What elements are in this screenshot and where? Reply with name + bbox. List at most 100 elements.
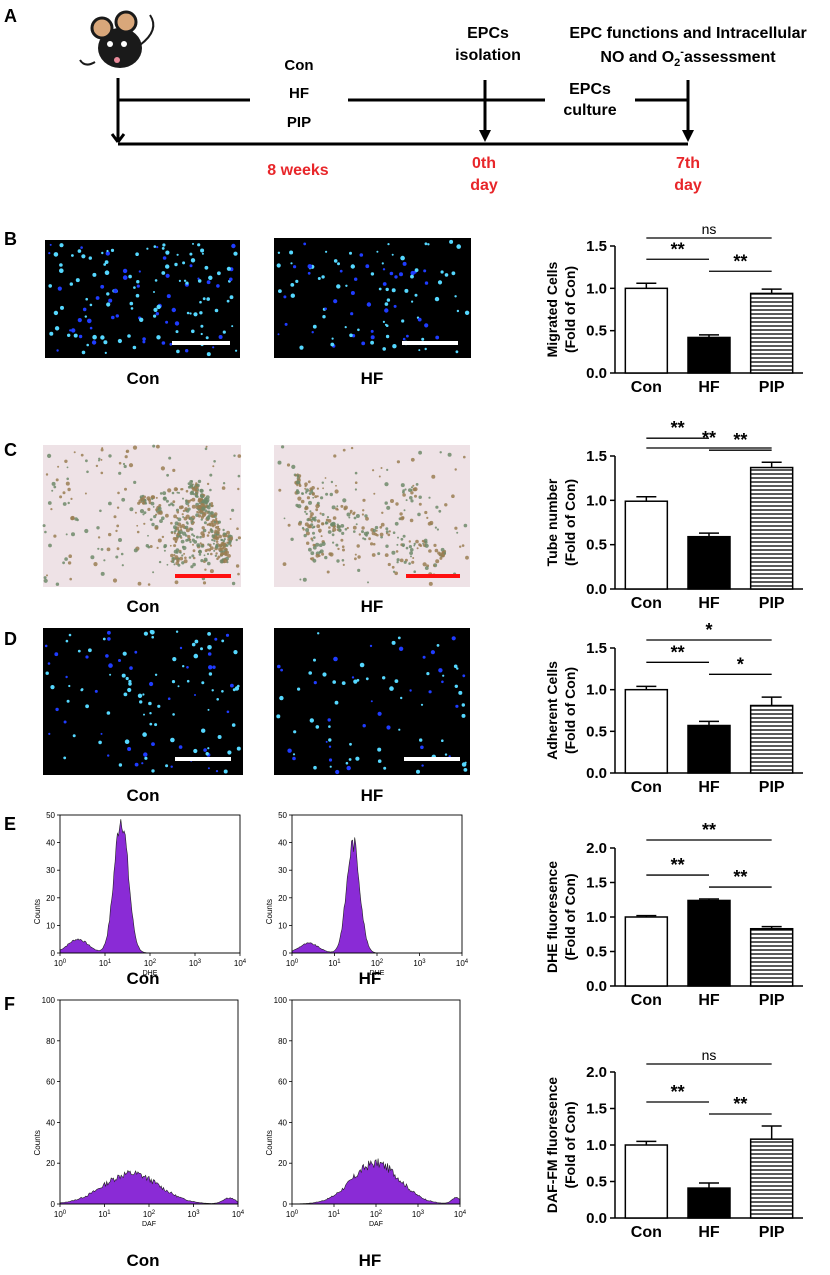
cell-dot [223, 769, 228, 774]
cell-dot [62, 502, 67, 506]
cell-dot [203, 554, 206, 557]
cell-dot [218, 547, 223, 552]
cell-dot [179, 551, 182, 554]
cell-dot [349, 333, 353, 338]
cell-dot [216, 533, 219, 536]
cell-dot [47, 662, 51, 665]
cell-dot [208, 504, 211, 506]
cell-dot [176, 491, 179, 494]
cell-dot [157, 704, 161, 708]
cell-dot [209, 512, 212, 515]
cell-dot [422, 562, 427, 567]
cell-dot [208, 665, 213, 670]
cell-dot [329, 765, 332, 768]
cell-dot [409, 551, 413, 555]
cell-dot [65, 639, 69, 643]
cell-dot [178, 535, 181, 538]
cell-dot [156, 546, 159, 550]
caption-f-con: Con [126, 1251, 159, 1270]
cell-dot [191, 487, 195, 490]
cell-dot [177, 517, 182, 522]
cell-dot [205, 752, 209, 756]
cell-dot [310, 551, 315, 556]
cell-dot [428, 581, 433, 586]
cell-dot [374, 525, 379, 530]
cell-dot [170, 560, 173, 563]
cell-dot [306, 541, 310, 545]
y-tick-label: 2.0 [586, 1064, 607, 1081]
cell-dot [121, 673, 126, 678]
cell-dot [189, 264, 193, 268]
cell-dot [122, 268, 128, 274]
cell-dot [108, 532, 112, 537]
cell-dot [365, 677, 369, 681]
cell-dot [309, 487, 313, 491]
tube-cells [277, 445, 469, 586]
cell-dot [192, 543, 194, 546]
cell-dot [211, 534, 215, 538]
cell-dot [370, 340, 374, 345]
cell-dot [127, 687, 132, 693]
cell-dot [277, 460, 282, 465]
cell-dot [191, 504, 196, 509]
cell-dot [325, 492, 329, 496]
cell-dot [413, 542, 416, 546]
cell-dot [200, 647, 203, 651]
y-tick-label: 1.0 [586, 909, 607, 926]
cell-dot [190, 527, 194, 531]
caption-d-con: Con [126, 786, 159, 805]
cell-dot [125, 676, 129, 681]
cell-dot [362, 724, 366, 728]
cell-dot [102, 637, 106, 641]
cell-dot [290, 293, 295, 298]
cell-dot [391, 565, 395, 569]
cell-dot [81, 350, 86, 355]
culture-line1: EPCs [569, 81, 611, 98]
cell-dot [307, 480, 311, 484]
cell-dot [192, 562, 196, 567]
cell-dot [149, 712, 152, 715]
cell-dot [185, 489, 189, 493]
cell-dot [418, 450, 422, 455]
cell-dot [386, 505, 391, 510]
cell-dot [395, 502, 399, 506]
cell-dot [115, 314, 120, 318]
cell-dot [98, 459, 100, 462]
cell-dot [431, 474, 436, 479]
cell-dot [199, 300, 202, 304]
cell-dot [215, 536, 220, 541]
cell-dot [123, 692, 128, 697]
cell-dot [172, 468, 176, 472]
cell-dot [414, 268, 419, 272]
cell-dot [157, 506, 162, 511]
cell-dot [162, 491, 167, 496]
cell-dot [213, 549, 216, 552]
cell-dot [80, 453, 84, 457]
cell-dot [67, 501, 70, 505]
cell-dot [175, 551, 179, 554]
cell-dot [152, 444, 156, 448]
cell-dot [412, 557, 415, 559]
cell-dot [177, 685, 180, 688]
y-tick-label: 20 [278, 1159, 287, 1168]
cell-dot [206, 352, 211, 357]
cell-dot [297, 504, 302, 509]
cell-dot [316, 487, 319, 490]
cell-dot [312, 531, 315, 535]
cell-dot [220, 538, 223, 542]
cell-dot [59, 268, 64, 274]
cell-dot [182, 509, 186, 513]
cell-dot [122, 651, 127, 656]
cell-dot [349, 509, 353, 513]
cell-dot [57, 465, 60, 468]
cell-dot [59, 263, 63, 267]
cell-dot [53, 485, 57, 489]
cell-dot [171, 491, 175, 495]
cell-dot [393, 304, 397, 308]
cell-dot [49, 243, 52, 246]
x-tick-label: 102 [370, 1210, 383, 1219]
cell-dot [78, 334, 83, 339]
cell-dot [354, 481, 358, 485]
significance-label: ** [671, 418, 685, 438]
cell-dot [304, 482, 308, 487]
